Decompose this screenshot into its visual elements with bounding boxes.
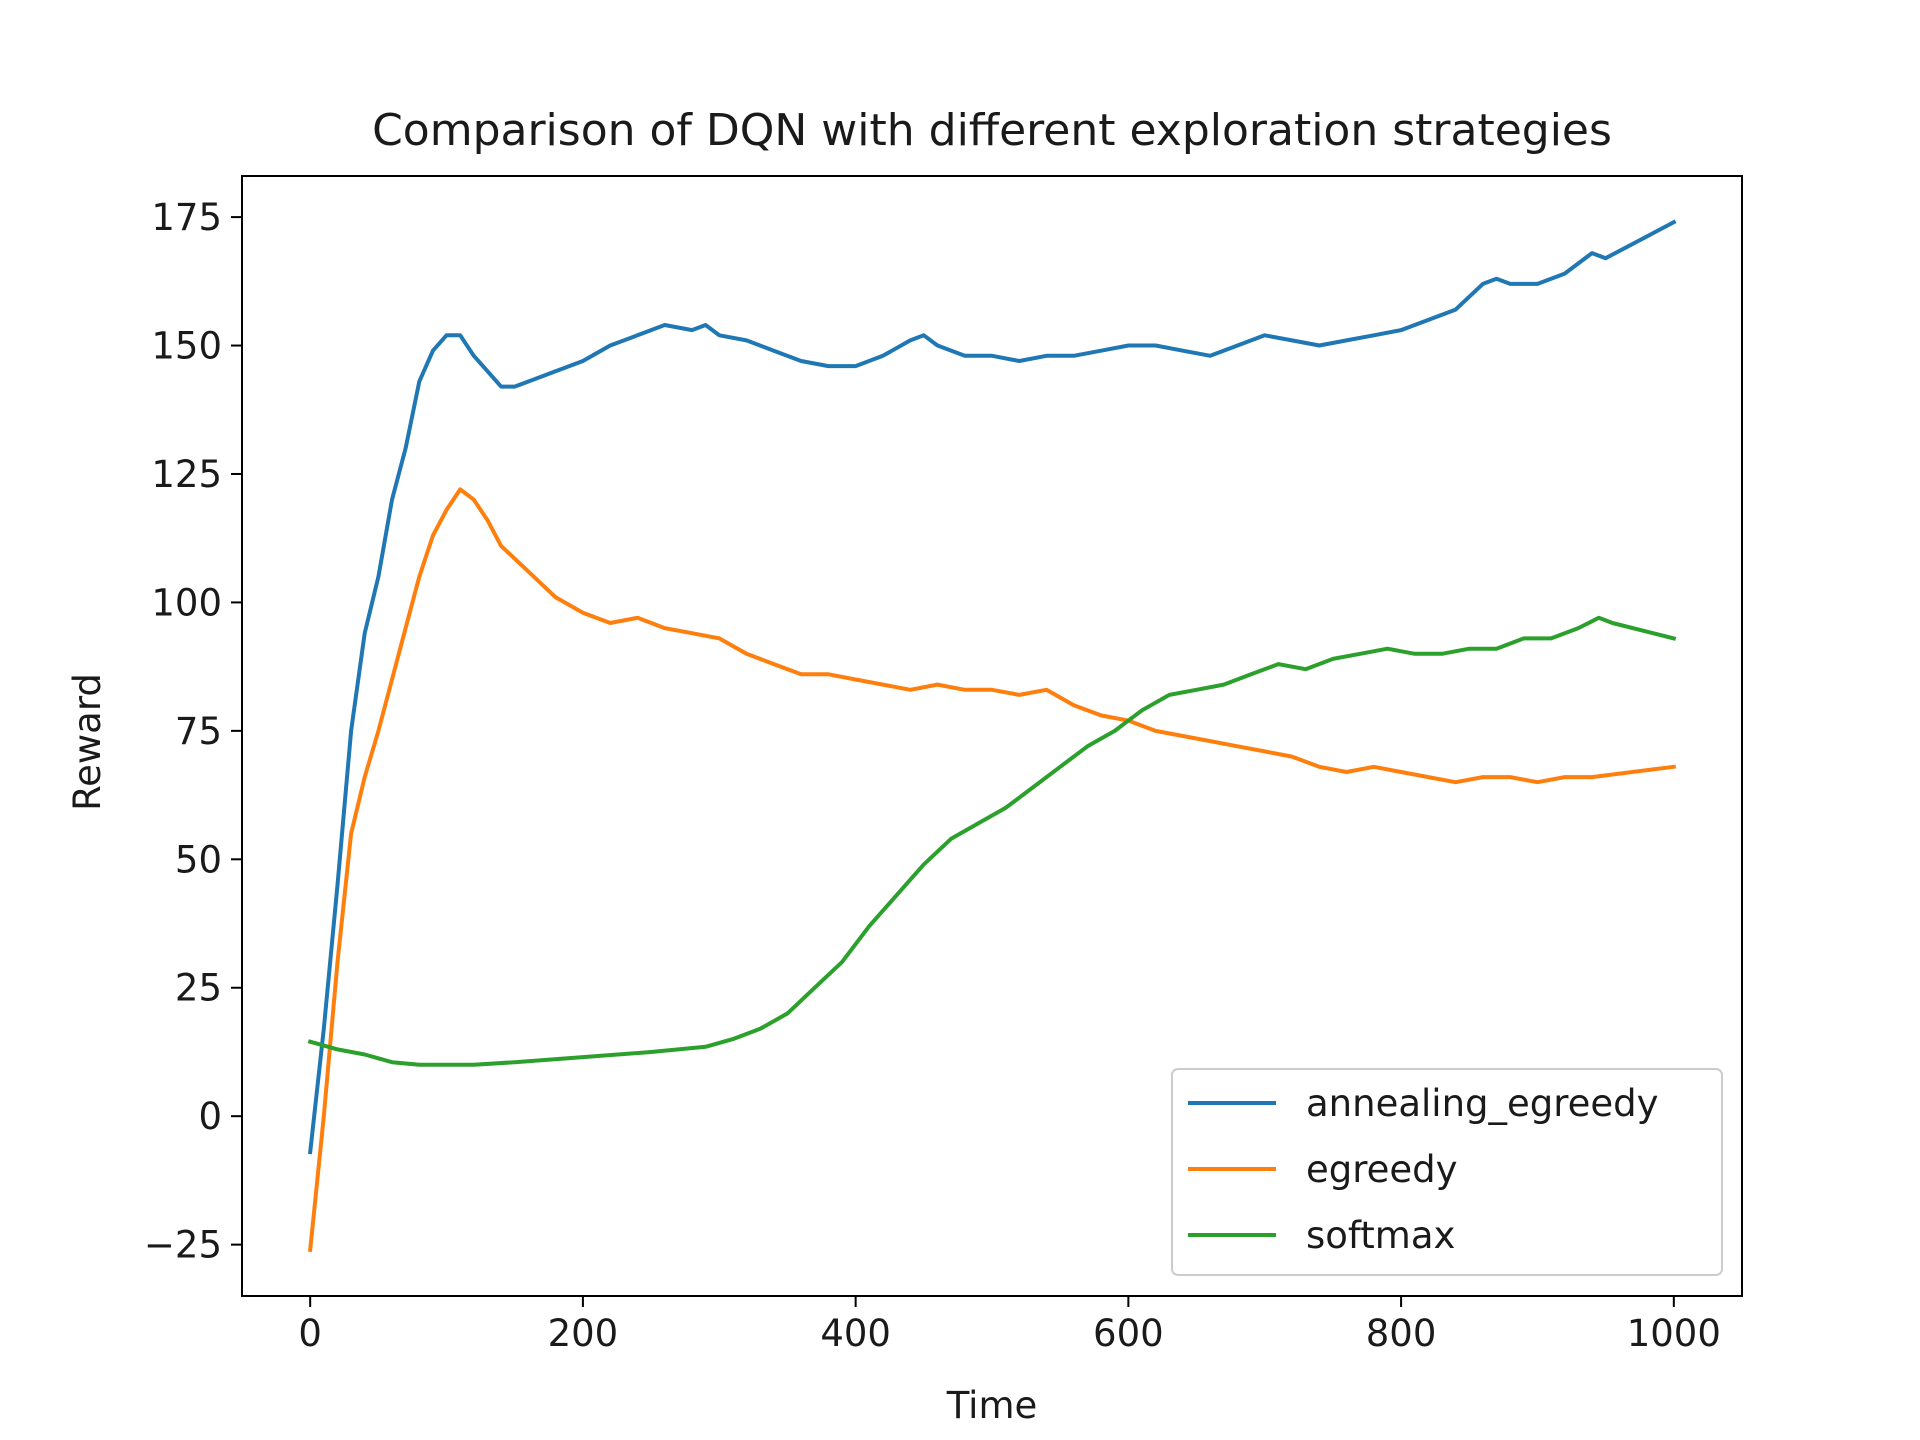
- y-axis-label: Reward: [66, 673, 109, 811]
- series-layer: [307, 219, 1677, 1252]
- x-tick-label: 800: [1366, 1312, 1437, 1355]
- legend-box: [1171, 1068, 1723, 1276]
- y-tick-label: −25: [144, 1224, 222, 1267]
- legend-label-softmax: softmax: [1306, 1214, 1455, 1257]
- x-axis-label: Time: [946, 1384, 1038, 1427]
- y-tick-label: 50: [175, 838, 222, 881]
- series-line-softmax: [307, 615, 1677, 1067]
- legend-label-egreedy: egreedy: [1306, 1148, 1458, 1191]
- x-tick-label: 200: [548, 1312, 619, 1355]
- x-tick-label: 600: [1093, 1312, 1164, 1355]
- legend-label-annealing-egreedy: annealing_egreedy: [1306, 1082, 1659, 1125]
- x-tick-label: 400: [820, 1312, 891, 1355]
- chart-title: Comparison of DQN with different explora…: [372, 105, 1612, 156]
- x-tick-label: 1000: [1627, 1312, 1721, 1355]
- series-line-egreedy: [308, 487, 1677, 1252]
- y-tick-label: 25: [175, 967, 222, 1010]
- y-tick-label: 0: [198, 1095, 222, 1138]
- y-tick-label: 175: [151, 196, 222, 239]
- axes: 0 200 400 600 800 1000 −25 0 25 50 75 100 125 150 175: [144, 175, 1743, 1355]
- y-tick-label: 125: [151, 453, 222, 496]
- y-tick-label: 100: [151, 581, 222, 624]
- series-line-annealing-egreedy: [307, 219, 1677, 1155]
- axes-frame: [241, 175, 1743, 1297]
- y-tick-label: 150: [151, 325, 222, 368]
- x-tick-label: 0: [298, 1312, 322, 1355]
- y-tick-label: 75: [175, 710, 222, 753]
